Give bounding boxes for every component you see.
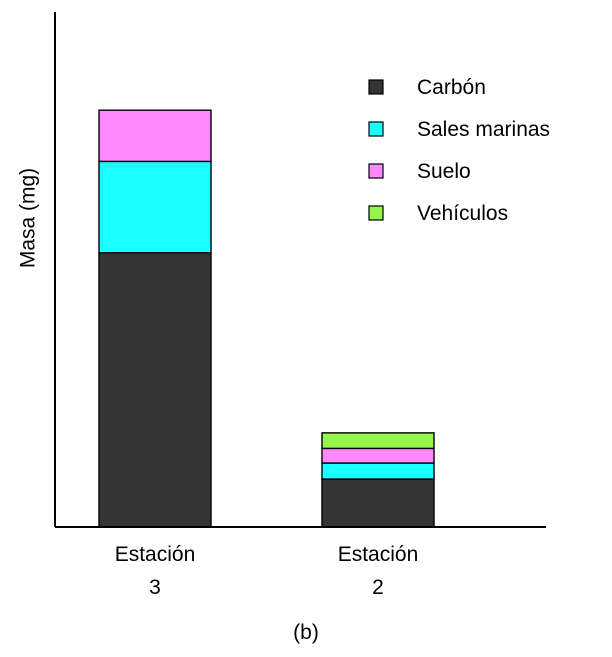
legend-swatch (368, 121, 384, 137)
legend-label: Sales marinas (417, 118, 550, 141)
y-axis-title: Masa (mg) (17, 168, 40, 268)
plot-bars (98, 109, 435, 528)
bar-segment (321, 462, 435, 480)
legend-swatch (368, 163, 384, 179)
bar-segment (98, 252, 212, 528)
bar-segment (321, 478, 435, 528)
x-tick-label: 2 (372, 576, 384, 599)
figure-caption: (b) (293, 621, 319, 644)
bar-segment (98, 109, 212, 163)
legend-label: Vehículos (417, 202, 508, 225)
bar-segment (321, 432, 435, 450)
x-tick-label: Estación (338, 543, 419, 566)
legend-swatch (368, 205, 384, 221)
bar-segment (98, 160, 212, 254)
x-tick-label: Estación (115, 543, 196, 566)
bar-segment (321, 447, 435, 464)
legend: Carbón Sales marinas Suelo Vehículos (368, 76, 550, 225)
legend-label: Carbón (417, 76, 486, 99)
legend-swatch (368, 79, 384, 95)
legend-label: Suelo (417, 160, 471, 183)
x-tick-label: 3 (149, 576, 161, 599)
x-tick-labels: Estación 3 Estación 2 (115, 543, 419, 599)
